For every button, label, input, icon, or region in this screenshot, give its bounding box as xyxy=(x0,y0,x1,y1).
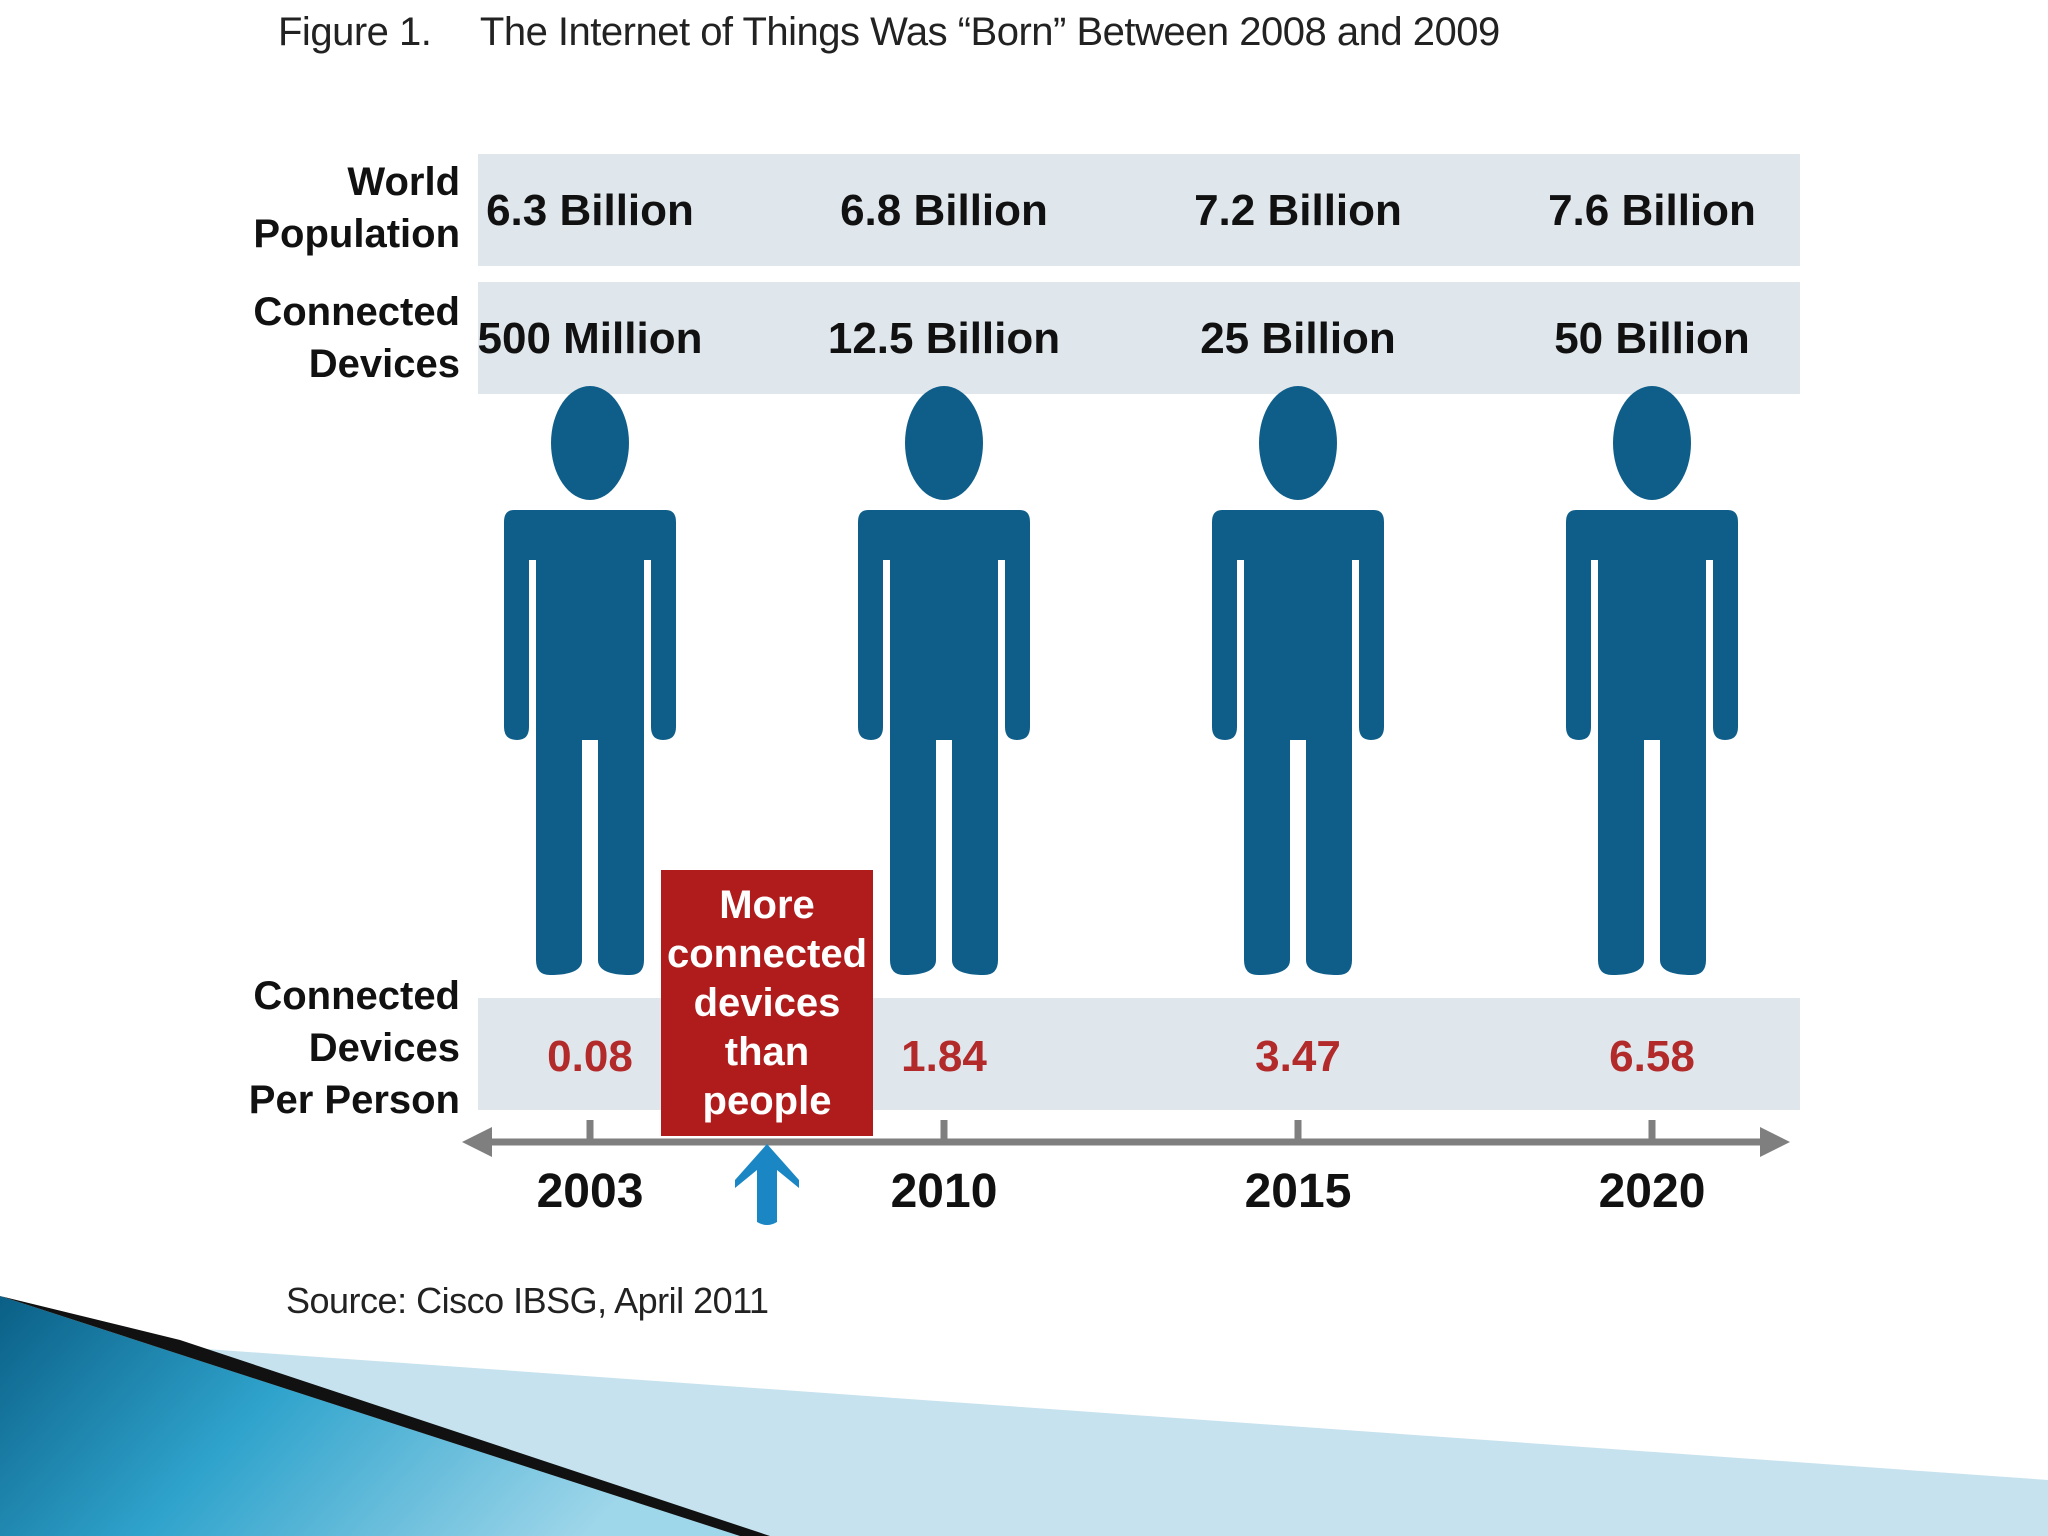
person-body xyxy=(1212,510,1384,975)
person-body xyxy=(858,510,1030,975)
person-figure-2020 xyxy=(1566,386,1738,975)
person-figure-2010 xyxy=(858,386,1030,975)
up-arrow-icon xyxy=(735,1144,799,1225)
timeline-arrow-left xyxy=(462,1127,492,1157)
person-figure-2015 xyxy=(1212,386,1384,975)
figure-header: Figure 1. The Internet of Things Was “Bo… xyxy=(278,10,1500,55)
axis-year-2020: 2020 xyxy=(1599,1165,1706,1218)
row-label-0-line-0: World xyxy=(347,160,460,204)
row-label-0-line-1: Population xyxy=(253,212,460,256)
cell-1-2010: 12.5 Billion xyxy=(828,314,1060,363)
swoosh-dark xyxy=(0,1296,770,1536)
row-band-1 xyxy=(478,282,1800,394)
row-label-1-line-1: Devices xyxy=(309,342,460,386)
cell-1-2020: 50 Billion xyxy=(1554,314,1750,363)
row-band-0 xyxy=(478,154,1800,266)
person-body xyxy=(504,510,676,975)
callout-line-0: More xyxy=(719,883,815,927)
axis-year-2003: 2003 xyxy=(537,1165,644,1218)
figure-title: The Internet of Things Was “Born” Betwee… xyxy=(479,10,1500,54)
person-head xyxy=(1613,386,1691,500)
person-head xyxy=(1259,386,1337,500)
row-label-1-line-0: Connected xyxy=(253,290,460,334)
cell-0-2003: 6.3 Billion xyxy=(486,186,694,235)
cell-2-2010: 1.84 xyxy=(901,1032,987,1081)
source-note: Source: Cisco IBSG, April 2011 xyxy=(286,1280,769,1321)
cell-0-2020: 7.6 Billion xyxy=(1548,186,1756,235)
cell-0-2010: 6.8 Billion xyxy=(840,186,1048,235)
callout-line-1: connected xyxy=(667,932,867,976)
callout-line-4: people xyxy=(703,1079,832,1123)
person-head xyxy=(905,386,983,500)
cell-1-2003: 500 Million xyxy=(478,314,703,363)
person-head xyxy=(551,386,629,500)
cell-2-2015: 3.47 xyxy=(1255,1032,1341,1081)
cell-2-2020: 6.58 xyxy=(1609,1032,1695,1081)
person-figure-2003 xyxy=(504,386,676,975)
callout-box xyxy=(661,870,873,1136)
row-label-2-line-0: Connected xyxy=(253,974,460,1018)
axis-year-2015: 2015 xyxy=(1245,1165,1352,1218)
cell-1-2015: 25 Billion xyxy=(1200,314,1396,363)
person-body xyxy=(1566,510,1738,975)
callout-line-3: than xyxy=(725,1030,809,1074)
cell-2-2003: 0.08 xyxy=(547,1032,633,1081)
row-label-2-line-2: Per Person xyxy=(249,1078,460,1122)
axis-year-2010: 2010 xyxy=(891,1165,998,1218)
figure-label: Figure 1. xyxy=(278,10,432,54)
row-label-2-line-1: Devices xyxy=(309,1026,460,1070)
cell-0-2015: 7.2 Billion xyxy=(1194,186,1402,235)
callout-line-2: devices xyxy=(694,981,841,1025)
timeline-arrow-right xyxy=(1760,1127,1790,1157)
